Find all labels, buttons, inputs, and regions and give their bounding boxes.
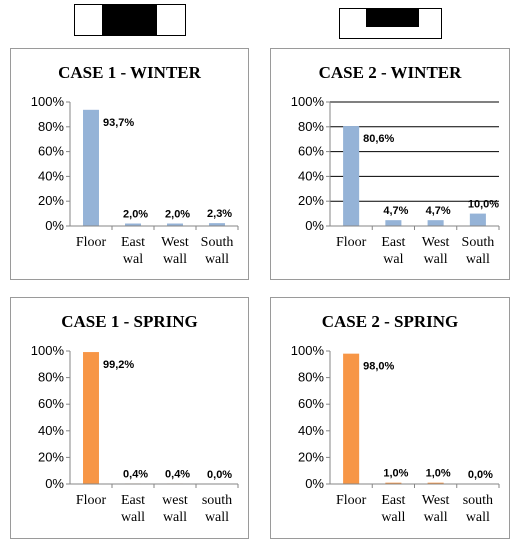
data-label: 0,4% [123,468,148,480]
data-label: 99,2% [103,359,134,371]
x-category-label: East [381,493,405,508]
bar-chart-case-1-spring: 0% 20% 40% 60% 80% 100% 99,2% 0,4% 0,4% 0,0% Floor… [31,343,239,525]
x-category-label: west [162,493,188,508]
data-label: 4,7% [383,205,408,217]
bar [385,482,402,484]
x-category-label: wal [383,252,403,267]
data-label: 98,0% [363,361,394,373]
y-tick-label: 80% [38,370,64,385]
y-tick-label: 60% [298,144,324,159]
x-category-label: Floor [336,235,367,250]
data-label: 1,0% [426,468,451,480]
x-category-label: Floor [76,235,107,250]
x-category-label: West [422,235,450,250]
data-label: 2,0% [165,209,190,221]
chart-panel-case-1-winter: CASE 1 - WINTER 0% 20% 40% 60% 80% 100% 93,7% 2… [10,48,249,280]
x-category-label: south [202,493,232,508]
bar [209,223,225,226]
chart-title: CASE 1 - SPRING [61,312,198,331]
bar-chart-case-2-winter: 0% 20% 40% 60% 80% 100% 80,6% 4,7% 4,7% 10,0% Floo… [291,94,500,267]
y-tick-label: 0% [45,218,64,233]
y-tick-label: 100% [31,343,65,358]
x-category-label: wall [466,252,490,267]
data-label: 2,3% [207,208,232,220]
x-category-label: wall [205,510,229,525]
case-1-geometry-dark-band [102,5,157,35]
x-category-label: wall [163,510,187,525]
x-category-label: wall [205,252,229,267]
y-tick-label: 40% [38,423,64,438]
data-label: 2,0% [123,209,148,221]
y-tick-label: 0% [305,476,324,491]
x-category-label: wall [381,510,405,525]
chart-title: CASE 1 - WINTER [58,63,201,82]
x-category-label: East [381,235,405,250]
x-category-label: West [161,235,189,250]
y-tick-label: 60% [298,396,324,411]
bar [167,223,183,226]
y-tick-label: 40% [38,168,64,183]
data-label: 0,0% [207,469,232,481]
x-category-label: wall [466,510,490,525]
x-category-label: West [422,493,450,508]
bar [469,213,486,226]
y-tick-label: 80% [38,119,64,134]
x-category-label: South [201,235,234,250]
bar [343,126,360,226]
y-tick-label: 20% [38,449,64,464]
bar [427,220,444,226]
bar [427,482,444,484]
x-category-label: south [463,493,493,508]
x-category-label: Floor [336,493,367,508]
y-tick-label: 60% [38,144,64,159]
data-label: 93,7% [103,117,134,129]
x-category-label: wal [123,252,143,267]
y-tick-label: 80% [298,370,324,385]
bar-chart-case-2-spring: 0% 20% 40% 60% 80% 100% 98,0% 1,0% 1,0% 0,0% Floor… [291,343,500,525]
data-label: 0,0% [468,469,493,481]
y-tick-label: 40% [298,168,324,183]
y-tick-label: 0% [305,218,324,233]
y-tick-label: 100% [291,343,325,358]
y-tick-label: 20% [38,193,64,208]
data-label: 10,0% [468,199,499,211]
data-label: 0,4% [165,468,190,480]
x-category-label: wall [424,510,448,525]
y-tick-label: 0% [45,476,64,491]
x-category-label: wall [424,252,448,267]
x-category-label: wall [121,510,145,525]
y-tick-label: 40% [298,423,324,438]
x-category-label: East [121,493,145,508]
case-2-geometry-icon [339,8,442,39]
y-tick-label: 80% [298,119,324,134]
x-category-label: Floor [76,493,107,508]
chart-panel-case-1-spring: CASE 1 - SPRING 0% 20% 40% 60% 80% 100% 99,2% 0… [10,297,249,539]
y-tick-label: 100% [291,94,325,109]
y-tick-label: 60% [38,396,64,411]
chart-panel-case-2-winter: CASE 2 - WINTER 0% 20% 40% 60% 80% 100% 80,6% 4… [270,48,510,280]
bar-chart-case-1-winter: 0% 20% 40% 60% 80% 100% 93,7% 2,0% 2,0% 2,3% Floor… [31,94,239,267]
bar [385,220,402,226]
data-label: 80,6% [363,133,394,145]
data-label: 4,7% [426,205,451,217]
x-category-label: South [462,235,495,250]
chart-title: CASE 2 - WINTER [318,63,462,82]
case-1-geometry-icon [74,4,186,36]
x-category-label: East [121,235,145,250]
bar [343,353,360,484]
y-tick-label: 20% [298,449,324,464]
bar [83,352,99,484]
chart-title: CASE 2 - SPRING [321,312,459,331]
bar [83,109,99,226]
y-tick-label: 20% [298,193,324,208]
case-2-geometry-dark-band [366,9,419,27]
chart-panel-case-2-spring: CASE 2 - SPRING 0% 20% 40% 60% 80% 100% 98,0% 1… [270,297,510,539]
data-label: 1,0% [383,468,408,480]
y-tick-label: 100% [31,94,65,109]
x-category-label: wall [163,252,187,267]
bar [125,223,141,226]
